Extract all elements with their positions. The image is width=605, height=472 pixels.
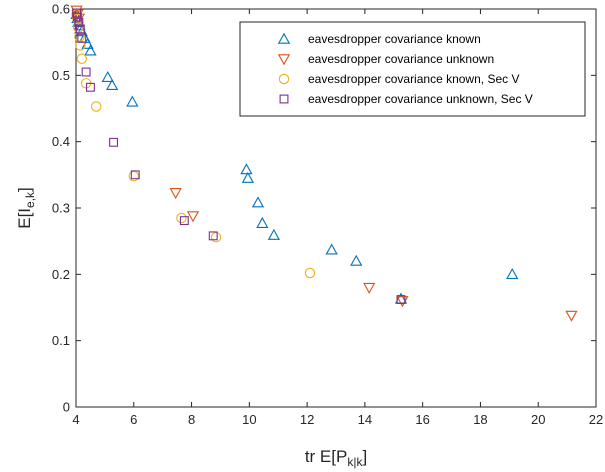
data-point [240,163,253,175]
axes: 4 6 8 10 12 14 16 18 20 22 0 0.1 0.2 0.3 0.4 0.5 0.6 [52,2,603,428]
legend-marker [277,54,291,66]
legend: eavesdropper covariance known eavesdroppe… [239,21,586,117]
data-point [76,53,88,64]
legend-label: eavesdropper covariance known, Sec V [308,72,519,86]
data-point [105,78,119,90]
data-point [176,212,187,224]
x-tick-label: 10 [242,412,256,427]
x-tick-label: 8 [188,412,195,427]
data-point [130,170,140,180]
data-point [75,40,86,51]
y-tick-label: 0.3 [52,201,70,216]
data-point [186,211,200,223]
data-point [325,243,338,255]
x-tick-label: 4 [72,412,79,427]
x-axis-label: tr E[Pk|k] [305,447,367,469]
legend-box [239,21,586,117]
data-point [256,216,269,228]
y-axis-label: E[Ie,k] [15,187,37,229]
legend-entry: eavesdropper covariance known, Sec V [278,72,519,86]
x-tick-label: 16 [415,412,429,427]
y-axis-label-base: E[I [15,208,34,229]
x-axis-label-sub: k|k [347,455,363,469]
legend-entry: eavesdropper covariance unknown [277,52,494,66]
x-axis-label-suffix: ] [362,447,367,466]
x-axis-label-base: tr E[P [305,447,348,466]
y-tick-label: 0.4 [52,134,70,149]
data-point [72,13,83,25]
x-tick-label: 22 [589,412,603,427]
data-point [109,137,119,147]
legend-entry: eavesdropper covariance known [277,32,481,46]
data-point [350,254,363,266]
x-tick-label: 12 [300,412,314,427]
data-point [241,171,255,183]
data-point [396,295,406,304]
legend-label: eavesdropper covariance unknown [308,52,494,66]
data-point [267,228,281,240]
data-point [251,196,265,208]
data-point [72,12,82,22]
data-point [208,231,218,241]
legend-label: eavesdropper covariance known [308,32,481,46]
data-point [363,282,376,294]
y-tick-label: 0.1 [52,333,70,348]
x-tick-label: 6 [130,412,137,427]
data-point [90,101,102,112]
data-point [506,268,519,280]
data-point [126,95,139,107]
data-point [169,188,182,200]
data-point [84,44,97,56]
x-tick-label: 14 [358,412,372,427]
legend-entry: eavesdropper covariance unknown, Sec V [279,92,533,106]
series-4-points [72,8,406,304]
legend-label: eavesdropper covariance unknown, Sec V [308,92,533,106]
legend-marker [277,32,291,44]
data-point [304,267,316,279]
data-point [77,33,87,43]
y-axis-label-suffix: ] [15,187,34,192]
legend-marker [279,94,289,104]
y-tick-label: 0.6 [52,2,70,17]
data-marks [70,5,578,322]
data-point [179,216,189,226]
y-tick-label: 0.2 [52,267,70,282]
x-tick-label: 18 [473,412,487,427]
y-axis-label-sub: e,k [23,191,37,208]
data-point [75,24,85,34]
y-tick-label: 0 [63,400,70,415]
data-point [74,17,84,27]
data-point [85,82,95,92]
legend-marker [278,73,290,85]
y-tick-label: 0.5 [52,68,70,83]
data-point [81,67,91,77]
data-point [565,310,578,322]
data-point [101,70,114,83]
x-tick-label: 20 [531,412,545,427]
